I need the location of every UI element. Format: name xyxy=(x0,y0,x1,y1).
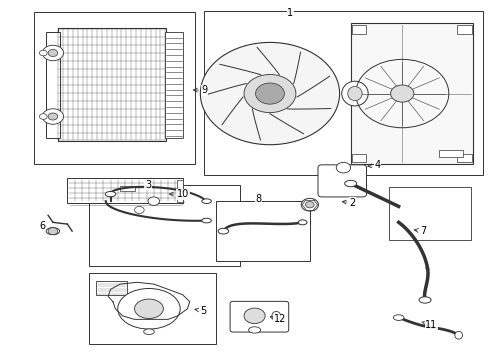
Bar xyxy=(34,13,195,164)
Bar xyxy=(351,23,473,164)
Bar xyxy=(204,12,483,175)
Ellipse shape xyxy=(118,288,180,329)
Ellipse shape xyxy=(202,199,211,203)
Circle shape xyxy=(301,198,319,211)
Bar xyxy=(389,187,471,240)
Bar xyxy=(96,280,127,294)
Circle shape xyxy=(42,109,64,124)
Text: 7: 7 xyxy=(415,226,426,236)
FancyBboxPatch shape xyxy=(230,301,289,332)
Bar xyxy=(440,150,464,157)
Bar xyxy=(67,178,183,203)
Ellipse shape xyxy=(348,86,362,100)
Ellipse shape xyxy=(46,228,60,235)
Text: 5: 5 xyxy=(195,306,206,315)
Bar xyxy=(352,25,367,33)
Circle shape xyxy=(40,114,47,119)
Bar xyxy=(89,274,216,344)
Text: 8: 8 xyxy=(255,194,262,204)
Circle shape xyxy=(148,197,160,206)
Text: 4: 4 xyxy=(368,160,381,170)
Ellipse shape xyxy=(419,297,431,303)
Bar xyxy=(89,185,240,266)
Ellipse shape xyxy=(393,315,404,320)
Ellipse shape xyxy=(218,228,229,234)
Ellipse shape xyxy=(248,327,261,333)
Ellipse shape xyxy=(455,331,463,339)
Text: 9: 9 xyxy=(194,85,208,95)
Circle shape xyxy=(256,83,284,104)
Ellipse shape xyxy=(135,299,163,319)
Ellipse shape xyxy=(144,329,154,334)
Ellipse shape xyxy=(344,180,357,187)
Text: 2: 2 xyxy=(343,198,356,208)
Ellipse shape xyxy=(342,81,368,106)
Text: 6: 6 xyxy=(40,221,46,231)
Bar xyxy=(216,201,310,261)
Ellipse shape xyxy=(298,220,307,225)
Circle shape xyxy=(336,162,351,173)
Ellipse shape xyxy=(272,311,281,320)
Circle shape xyxy=(391,85,414,102)
Circle shape xyxy=(48,49,58,57)
Circle shape xyxy=(48,113,58,120)
Circle shape xyxy=(244,75,296,113)
Circle shape xyxy=(40,50,47,56)
Bar xyxy=(457,153,472,162)
Text: 10: 10 xyxy=(170,189,189,199)
Ellipse shape xyxy=(202,218,211,223)
Text: 12: 12 xyxy=(270,314,286,324)
FancyBboxPatch shape xyxy=(318,165,367,197)
Bar xyxy=(457,25,472,33)
Bar xyxy=(165,32,183,138)
Text: 1: 1 xyxy=(287,9,293,18)
Bar xyxy=(46,32,60,138)
Bar xyxy=(352,153,367,162)
Text: 11: 11 xyxy=(422,320,437,330)
Circle shape xyxy=(244,308,265,324)
Circle shape xyxy=(200,42,340,145)
Bar xyxy=(120,186,135,191)
Circle shape xyxy=(305,202,314,208)
Circle shape xyxy=(135,207,144,213)
Bar xyxy=(177,180,183,202)
Ellipse shape xyxy=(105,192,116,197)
Circle shape xyxy=(48,228,58,235)
Text: 3: 3 xyxy=(145,180,151,190)
Bar xyxy=(58,28,166,141)
Circle shape xyxy=(42,45,64,61)
